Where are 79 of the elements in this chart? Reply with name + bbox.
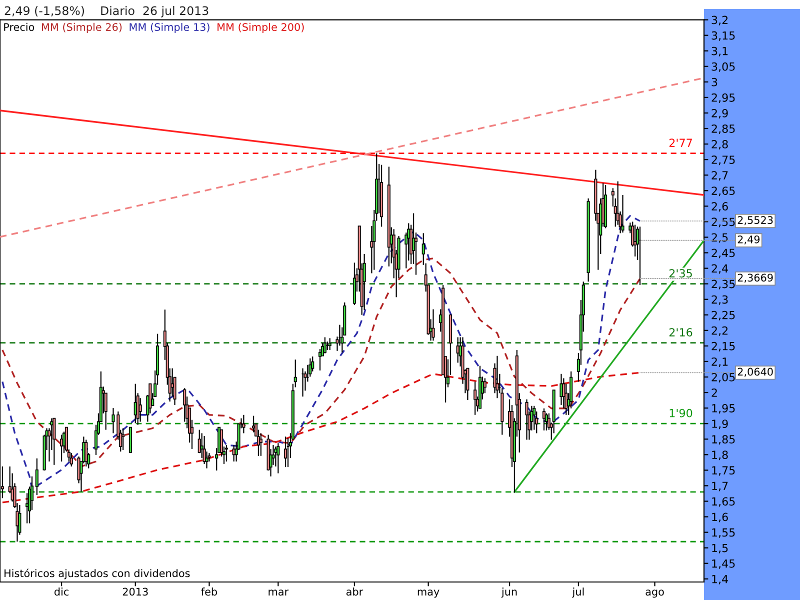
annotation: 1'90 bbox=[670, 408, 692, 418]
text: MM (Simple 26) bbox=[42, 22, 122, 34]
y-tick-label: 2,8 bbox=[712, 140, 728, 150]
x-tick-label: abr bbox=[346, 588, 364, 596]
y-tick-label: 3,2 bbox=[712, 16, 728, 26]
annotation: 2,3669 bbox=[738, 274, 773, 283]
y-tick-label: 3,1 bbox=[712, 46, 728, 56]
text: Precio bbox=[4, 22, 34, 31]
annotation: 2'77 bbox=[669, 138, 692, 147]
annotation: 2'16 bbox=[669, 328, 692, 337]
candlestick bbox=[294, 359, 297, 388]
y-tick-label: 2,75 bbox=[712, 156, 735, 166]
y-tick-label: 1,9 bbox=[712, 420, 728, 430]
candlestick bbox=[323, 336, 326, 354]
annotation: Históricos ajustados con dividendos bbox=[4, 568, 190, 580]
y-tick-label: 2,6 bbox=[712, 202, 728, 212]
y-tick-label: 2,15 bbox=[712, 342, 735, 352]
y-tick-label: 2,35 bbox=[712, 280, 735, 290]
y-tick-label: 1,85 bbox=[712, 435, 735, 445]
text: MM (Simple 13) bbox=[130, 22, 210, 34]
y-tick-label: 1,45 bbox=[712, 559, 735, 569]
y-tick-label: 1,4 bbox=[712, 575, 728, 584]
y-tick-label: 2,1 bbox=[712, 357, 728, 367]
candlestick bbox=[621, 194, 624, 234]
x-tick-label: mar bbox=[268, 590, 289, 596]
y-tick-label: 1,65 bbox=[712, 497, 735, 507]
candlestick bbox=[122, 428, 125, 451]
candlestick bbox=[252, 415, 256, 433]
candlestick bbox=[474, 381, 477, 416]
candlestick bbox=[496, 355, 499, 399]
y-tick-label: 1,8 bbox=[712, 450, 728, 460]
y-tick-label: 2,9 bbox=[712, 108, 728, 118]
y-tick-label: 2 bbox=[712, 388, 717, 397]
annotation: 2,0640 bbox=[738, 368, 773, 377]
y-tick-label: 2,3 bbox=[712, 295, 728, 305]
x-tick-label: dic bbox=[54, 588, 69, 596]
y-tick-label: 2,4 bbox=[712, 264, 728, 274]
y-tick-label: 3 bbox=[712, 78, 718, 86]
candlestick bbox=[544, 412, 548, 431]
candlestick bbox=[284, 436, 288, 468]
y-tick-label: 2,5 bbox=[712, 233, 728, 243]
candlestick bbox=[70, 452, 73, 468]
y-tick-label: 1,7 bbox=[712, 482, 728, 492]
x-tick-label: ago bbox=[646, 590, 664, 598]
candlestick bbox=[542, 408, 546, 431]
chart-title: 2,49 (-1,58%) Diario 26 jul 2013 bbox=[4, 6, 208, 18]
annotation: 2'35 bbox=[669, 269, 692, 278]
candlestick bbox=[634, 224, 637, 258]
candlestick bbox=[198, 429, 201, 454]
y-tick-label: 3,15 bbox=[712, 31, 735, 41]
y-tick-label: 1,55 bbox=[712, 528, 735, 538]
y-tick-label: 2,05 bbox=[712, 372, 735, 383]
y-tick-label: 2,95 bbox=[712, 93, 735, 103]
y-tick-label: 1,95 bbox=[712, 404, 735, 414]
y-tick-label: 1,5 bbox=[712, 544, 728, 554]
y-tick-label: 2,85 bbox=[712, 124, 735, 134]
y-tick-label: 1,75 bbox=[712, 466, 735, 476]
x-tick-label: 2013 bbox=[122, 588, 148, 596]
y-tick-label: 2,55 bbox=[712, 218, 735, 228]
x-tick-label: may bbox=[418, 590, 440, 598]
annotation: 2,49 bbox=[738, 235, 760, 244]
y-tick-label: 2,7 bbox=[712, 171, 728, 181]
y-tick-label: 3,05 bbox=[712, 62, 735, 72]
candlestick bbox=[224, 444, 228, 462]
annotation: 2,5523 bbox=[738, 216, 773, 226]
candlestick bbox=[259, 432, 262, 456]
y-tick-label: 1,6 bbox=[712, 512, 728, 522]
candlestick bbox=[35, 458, 38, 496]
y-tick-label: 2,2 bbox=[712, 326, 728, 336]
y-tick-label: 2,65 bbox=[712, 186, 735, 196]
candlestick bbox=[84, 439, 88, 468]
text: MM (Simple 200) bbox=[218, 22, 304, 34]
y-tick-label: 2,25 bbox=[712, 310, 735, 320]
x-tick-label: feb bbox=[201, 588, 218, 596]
y-tick-label: 2,45 bbox=[712, 248, 735, 258]
x-tick-label: jun bbox=[501, 588, 517, 598]
x-tick-label: jul bbox=[572, 588, 584, 598]
candlestick bbox=[328, 338, 332, 351]
candlestick bbox=[532, 405, 536, 430]
